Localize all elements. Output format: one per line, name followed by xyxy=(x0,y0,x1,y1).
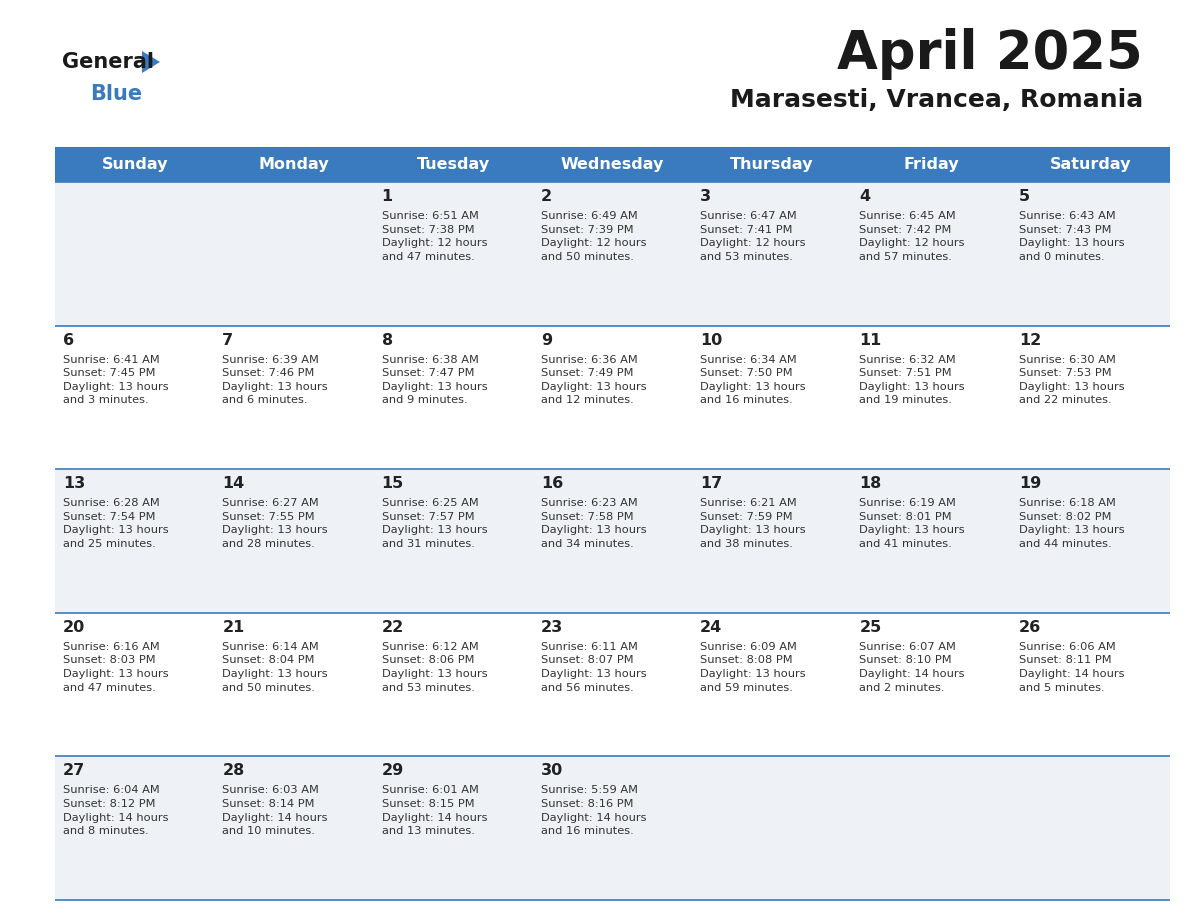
Text: 1: 1 xyxy=(381,189,393,204)
Text: Sunrise: 6:21 AM
Sunset: 7:59 PM
Daylight: 13 hours
and 38 minutes.: Sunrise: 6:21 AM Sunset: 7:59 PM Dayligh… xyxy=(700,498,805,549)
Text: 19: 19 xyxy=(1019,476,1041,491)
Text: 3: 3 xyxy=(700,189,712,204)
Text: 16: 16 xyxy=(541,476,563,491)
Text: Sunrise: 6:03 AM
Sunset: 8:14 PM
Daylight: 14 hours
and 10 minutes.: Sunrise: 6:03 AM Sunset: 8:14 PM Dayligh… xyxy=(222,786,328,836)
Text: 9: 9 xyxy=(541,332,552,348)
Text: 22: 22 xyxy=(381,620,404,635)
Text: 5: 5 xyxy=(1019,189,1030,204)
Text: 13: 13 xyxy=(63,476,86,491)
Text: Sunrise: 6:09 AM
Sunset: 8:08 PM
Daylight: 13 hours
and 59 minutes.: Sunrise: 6:09 AM Sunset: 8:08 PM Dayligh… xyxy=(700,642,805,692)
Bar xyxy=(55,756,1170,900)
Text: 20: 20 xyxy=(63,620,86,635)
Text: 12: 12 xyxy=(1019,332,1041,348)
Text: 8: 8 xyxy=(381,332,393,348)
Text: Sunrise: 6:43 AM
Sunset: 7:43 PM
Daylight: 13 hours
and 0 minutes.: Sunrise: 6:43 AM Sunset: 7:43 PM Dayligh… xyxy=(1019,211,1124,262)
Text: 21: 21 xyxy=(222,620,245,635)
Bar xyxy=(373,148,533,182)
Text: Sunrise: 6:25 AM
Sunset: 7:57 PM
Daylight: 13 hours
and 31 minutes.: Sunrise: 6:25 AM Sunset: 7:57 PM Dayligh… xyxy=(381,498,487,549)
Bar xyxy=(55,613,1170,756)
Bar xyxy=(533,148,693,182)
Polygon shape xyxy=(143,51,160,73)
Text: Sunrise: 6:45 AM
Sunset: 7:42 PM
Daylight: 12 hours
and 57 minutes.: Sunrise: 6:45 AM Sunset: 7:42 PM Dayligh… xyxy=(859,211,965,262)
Text: Sunrise: 6:30 AM
Sunset: 7:53 PM
Daylight: 13 hours
and 22 minutes.: Sunrise: 6:30 AM Sunset: 7:53 PM Dayligh… xyxy=(1019,354,1124,406)
Bar xyxy=(55,469,1170,613)
Text: 25: 25 xyxy=(859,620,881,635)
Text: Sunrise: 6:51 AM
Sunset: 7:38 PM
Daylight: 12 hours
and 47 minutes.: Sunrise: 6:51 AM Sunset: 7:38 PM Dayligh… xyxy=(381,211,487,262)
Text: Marasesti, Vrancea, Romania: Marasesti, Vrancea, Romania xyxy=(729,88,1143,112)
Bar xyxy=(852,148,1011,182)
Bar xyxy=(55,182,1170,326)
Text: Sunrise: 6:07 AM
Sunset: 8:10 PM
Daylight: 14 hours
and 2 minutes.: Sunrise: 6:07 AM Sunset: 8:10 PM Dayligh… xyxy=(859,642,965,692)
Text: Tuesday: Tuesday xyxy=(417,158,489,173)
Text: Sunrise: 6:34 AM
Sunset: 7:50 PM
Daylight: 13 hours
and 16 minutes.: Sunrise: 6:34 AM Sunset: 7:50 PM Dayligh… xyxy=(700,354,805,406)
Text: Sunrise: 6:27 AM
Sunset: 7:55 PM
Daylight: 13 hours
and 28 minutes.: Sunrise: 6:27 AM Sunset: 7:55 PM Dayligh… xyxy=(222,498,328,549)
Text: 27: 27 xyxy=(63,764,86,778)
Text: 10: 10 xyxy=(700,332,722,348)
Text: Friday: Friday xyxy=(903,158,959,173)
Text: 29: 29 xyxy=(381,764,404,778)
Text: Sunrise: 6:16 AM
Sunset: 8:03 PM
Daylight: 13 hours
and 47 minutes.: Sunrise: 6:16 AM Sunset: 8:03 PM Dayligh… xyxy=(63,642,169,692)
Text: 15: 15 xyxy=(381,476,404,491)
Text: 30: 30 xyxy=(541,764,563,778)
Text: Sunrise: 5:59 AM
Sunset: 8:16 PM
Daylight: 14 hours
and 16 minutes.: Sunrise: 5:59 AM Sunset: 8:16 PM Dayligh… xyxy=(541,786,646,836)
Text: Sunrise: 6:28 AM
Sunset: 7:54 PM
Daylight: 13 hours
and 25 minutes.: Sunrise: 6:28 AM Sunset: 7:54 PM Dayligh… xyxy=(63,498,169,549)
Text: Sunrise: 6:18 AM
Sunset: 8:02 PM
Daylight: 13 hours
and 44 minutes.: Sunrise: 6:18 AM Sunset: 8:02 PM Dayligh… xyxy=(1019,498,1124,549)
Text: 23: 23 xyxy=(541,620,563,635)
Text: Sunrise: 6:14 AM
Sunset: 8:04 PM
Daylight: 13 hours
and 50 minutes.: Sunrise: 6:14 AM Sunset: 8:04 PM Dayligh… xyxy=(222,642,328,692)
Text: 24: 24 xyxy=(700,620,722,635)
Text: Sunrise: 6:32 AM
Sunset: 7:51 PM
Daylight: 13 hours
and 19 minutes.: Sunrise: 6:32 AM Sunset: 7:51 PM Dayligh… xyxy=(859,354,965,406)
Text: Sunrise: 6:39 AM
Sunset: 7:46 PM
Daylight: 13 hours
and 6 minutes.: Sunrise: 6:39 AM Sunset: 7:46 PM Dayligh… xyxy=(222,354,328,406)
Bar xyxy=(55,326,1170,469)
Text: General: General xyxy=(62,52,154,72)
Text: April 2025: April 2025 xyxy=(838,28,1143,80)
Text: Sunday: Sunday xyxy=(101,158,168,173)
Text: Sunrise: 6:19 AM
Sunset: 8:01 PM
Daylight: 13 hours
and 41 minutes.: Sunrise: 6:19 AM Sunset: 8:01 PM Dayligh… xyxy=(859,498,965,549)
Text: 26: 26 xyxy=(1019,620,1041,635)
Text: 18: 18 xyxy=(859,476,881,491)
Text: 17: 17 xyxy=(700,476,722,491)
Text: 4: 4 xyxy=(859,189,871,204)
Text: 28: 28 xyxy=(222,764,245,778)
Text: Wednesday: Wednesday xyxy=(561,158,664,173)
Text: Saturday: Saturday xyxy=(1050,158,1131,173)
Text: 14: 14 xyxy=(222,476,245,491)
Text: Monday: Monday xyxy=(259,158,329,173)
Text: Sunrise: 6:49 AM
Sunset: 7:39 PM
Daylight: 12 hours
and 50 minutes.: Sunrise: 6:49 AM Sunset: 7:39 PM Dayligh… xyxy=(541,211,646,262)
Text: Sunrise: 6:01 AM
Sunset: 8:15 PM
Daylight: 14 hours
and 13 minutes.: Sunrise: 6:01 AM Sunset: 8:15 PM Dayligh… xyxy=(381,786,487,836)
Text: Sunrise: 6:36 AM
Sunset: 7:49 PM
Daylight: 13 hours
and 12 minutes.: Sunrise: 6:36 AM Sunset: 7:49 PM Dayligh… xyxy=(541,354,646,406)
Text: 11: 11 xyxy=(859,332,881,348)
Text: Blue: Blue xyxy=(90,84,143,104)
Text: Sunrise: 6:38 AM
Sunset: 7:47 PM
Daylight: 13 hours
and 9 minutes.: Sunrise: 6:38 AM Sunset: 7:47 PM Dayligh… xyxy=(381,354,487,406)
Text: Sunrise: 6:11 AM
Sunset: 8:07 PM
Daylight: 13 hours
and 56 minutes.: Sunrise: 6:11 AM Sunset: 8:07 PM Dayligh… xyxy=(541,642,646,692)
Bar xyxy=(55,148,214,182)
Text: Sunrise: 6:23 AM
Sunset: 7:58 PM
Daylight: 13 hours
and 34 minutes.: Sunrise: 6:23 AM Sunset: 7:58 PM Dayligh… xyxy=(541,498,646,549)
Text: Sunrise: 6:12 AM
Sunset: 8:06 PM
Daylight: 13 hours
and 53 minutes.: Sunrise: 6:12 AM Sunset: 8:06 PM Dayligh… xyxy=(381,642,487,692)
Text: Sunrise: 6:04 AM
Sunset: 8:12 PM
Daylight: 14 hours
and 8 minutes.: Sunrise: 6:04 AM Sunset: 8:12 PM Dayligh… xyxy=(63,786,169,836)
Bar xyxy=(1011,148,1170,182)
Bar xyxy=(693,148,852,182)
Text: Sunrise: 6:47 AM
Sunset: 7:41 PM
Daylight: 12 hours
and 53 minutes.: Sunrise: 6:47 AM Sunset: 7:41 PM Dayligh… xyxy=(700,211,805,262)
Bar xyxy=(214,148,373,182)
Text: Thursday: Thursday xyxy=(731,158,814,173)
Text: Sunrise: 6:41 AM
Sunset: 7:45 PM
Daylight: 13 hours
and 3 minutes.: Sunrise: 6:41 AM Sunset: 7:45 PM Dayligh… xyxy=(63,354,169,406)
Text: Sunrise: 6:06 AM
Sunset: 8:11 PM
Daylight: 14 hours
and 5 minutes.: Sunrise: 6:06 AM Sunset: 8:11 PM Dayligh… xyxy=(1019,642,1124,692)
Text: 2: 2 xyxy=(541,189,552,204)
Text: 6: 6 xyxy=(63,332,74,348)
Text: 7: 7 xyxy=(222,332,233,348)
